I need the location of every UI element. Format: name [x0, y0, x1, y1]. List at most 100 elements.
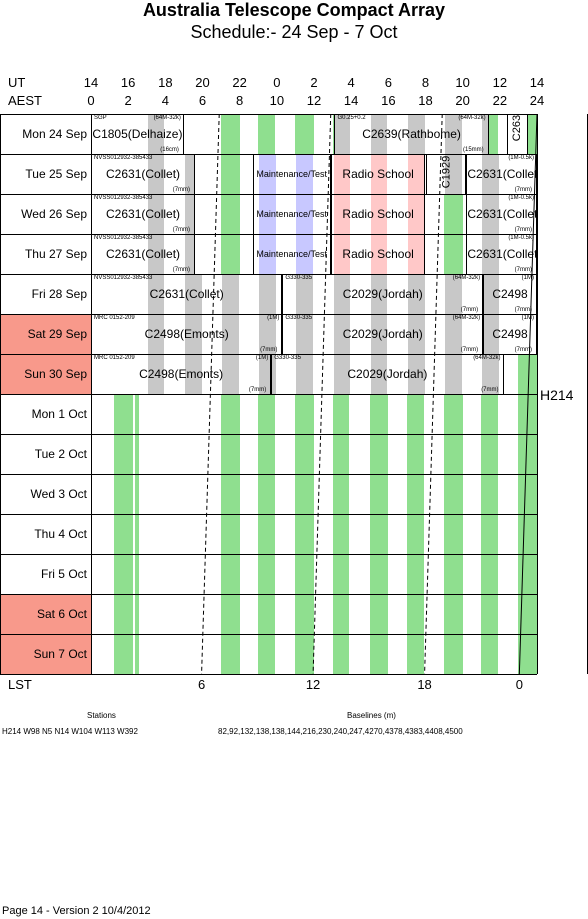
ut-tick: 4 — [347, 75, 355, 90]
daylight-stripe — [481, 634, 498, 674]
daylight-stripe — [258, 514, 275, 554]
night-stripe — [184, 314, 202, 354]
night-stripe — [482, 194, 499, 234]
daylight-stripe — [444, 234, 463, 274]
daylight-stripe — [481, 394, 498, 434]
night-stripe — [296, 194, 314, 234]
daylight-stripe — [518, 474, 537, 514]
observation-block: C1805(Delhaize) SGP (64M-32k) (16cm) — [91, 114, 184, 154]
night-stripe — [370, 314, 388, 354]
daylight-stripe — [221, 514, 240, 554]
day-label: Mon 1 Oct — [31, 407, 87, 421]
observation-name: C2029(Jordah) — [342, 327, 423, 341]
observation-name: C1805(Delhaize) — [92, 127, 183, 141]
daylight-stripe — [258, 634, 275, 674]
daylight-stripe — [221, 434, 240, 474]
daylight-stripe — [221, 234, 240, 274]
daylight-stripe — [369, 434, 389, 474]
daylight-stripe — [332, 634, 350, 674]
observation-name: Radio School — [342, 167, 414, 181]
day-label: Tue 2 Oct — [34, 447, 87, 461]
night-stripe — [370, 234, 388, 274]
schedule-grid: Mon 24 Sep Tue 25 Sep Wed 26 Sep Thu 27 Sep… — [0, 114, 588, 675]
aest-tick: 16 — [381, 93, 396, 108]
daylight-stripe — [114, 554, 133, 594]
grid-right-edge — [537, 114, 538, 674]
observation-receiver: (7mm) — [514, 307, 532, 313]
lst-tick: 6 — [197, 677, 206, 692]
night-stripe — [484, 314, 499, 354]
ut-tick: 0 — [273, 75, 281, 90]
day-label: Fri 28 Sep — [31, 287, 87, 301]
ut-tick: 14 — [529, 75, 545, 90]
lst-line — [312, 114, 332, 674]
row-divider — [0, 514, 537, 515]
observation-name: C2029(Jordah) — [342, 287, 423, 301]
night-stripe — [259, 194, 276, 234]
daylight-stripe — [221, 634, 240, 674]
observation-receiver: (7mm) — [172, 187, 191, 193]
daylight-stripe — [444, 634, 463, 674]
observation-receiver: (7mm) — [514, 227, 532, 233]
night-stripe — [407, 354, 425, 394]
lst-line — [424, 114, 443, 674]
observation-receiver: (7mm) — [460, 307, 479, 313]
row-divider — [0, 474, 537, 475]
daylight-stripe — [406, 394, 424, 434]
daylight-stripe — [332, 514, 350, 554]
daylight-stripe — [406, 554, 424, 594]
observation-config: (64M-32k) — [458, 115, 486, 121]
daylight-stripe — [406, 514, 424, 554]
aest-tick: 6 — [198, 93, 207, 108]
observation-block: C2639(Rathbome) G0.25+0.2 (64M-32k) (15mm) — [334, 114, 489, 154]
ut-tick: 14 — [83, 75, 99, 90]
aest-tick: 0 — [87, 93, 95, 108]
aest-tick: 2 — [124, 93, 132, 108]
night-stripe — [222, 354, 239, 394]
daylight-stripe — [518, 634, 537, 674]
page-left-edge — [0, 114, 1, 674]
ut-tick: 22 — [232, 75, 247, 90]
lst-tick: 18 — [417, 677, 432, 692]
observation-receiver: (15mm) — [463, 147, 484, 153]
observation-receiver: (7mm) — [514, 347, 532, 353]
daylight-stripe — [295, 634, 314, 674]
observation-source: NVSS012932-385433 — [94, 195, 153, 201]
daylight-stripe — [481, 554, 498, 594]
observation-block: C2498 (1M) (7mm) — [483, 274, 537, 314]
row-divider — [0, 354, 537, 355]
observation-source: G0.25+0.2 — [337, 115, 366, 121]
lst-label: LST — [8, 677, 32, 692]
observation-block: Radio School — [330, 194, 426, 234]
aest-label: AEST — [8, 93, 42, 108]
night-stripe — [147, 274, 165, 314]
row-divider — [0, 154, 537, 155]
observation-name: C2631(Collet) — [467, 207, 537, 221]
night-stripe — [407, 114, 425, 154]
observation-name: C2639(Rathbome) — [362, 127, 461, 141]
baselines-list: 82,92,132,138,138,144,216,230,240,247,42… — [218, 727, 463, 736]
stations-heading: Stations — [87, 711, 116, 720]
daylight-stripe — [221, 474, 240, 514]
row-divider — [0, 594, 537, 595]
observation-name: C2631(Collet) — [467, 247, 537, 261]
observation-receiver: (7mm) — [514, 187, 532, 193]
night-stripe — [184, 234, 195, 274]
observation-name: C2029(Jordah) — [347, 367, 428, 381]
night-stripe — [147, 234, 165, 274]
daylight-stripe — [332, 474, 350, 514]
day-label: Tue 25 Sep — [25, 167, 87, 181]
night-stripe — [147, 314, 165, 354]
observation-block: Maintenance/Test — [252, 194, 331, 234]
daylight-stripe — [134, 434, 140, 474]
night-stripe — [370, 354, 388, 394]
aest-tick: 10 — [269, 93, 285, 108]
day-label: Thu 4 Oct — [34, 527, 87, 541]
daylight-stripe — [518, 434, 537, 474]
observation-block: C1929 — [425, 154, 467, 194]
lst-line — [201, 114, 220, 674]
grid-left-edge — [91, 114, 92, 674]
daylight-stripe — [295, 434, 314, 474]
observation-receiver: (7mm) — [172, 267, 191, 273]
aest-tick: 18 — [418, 93, 433, 108]
